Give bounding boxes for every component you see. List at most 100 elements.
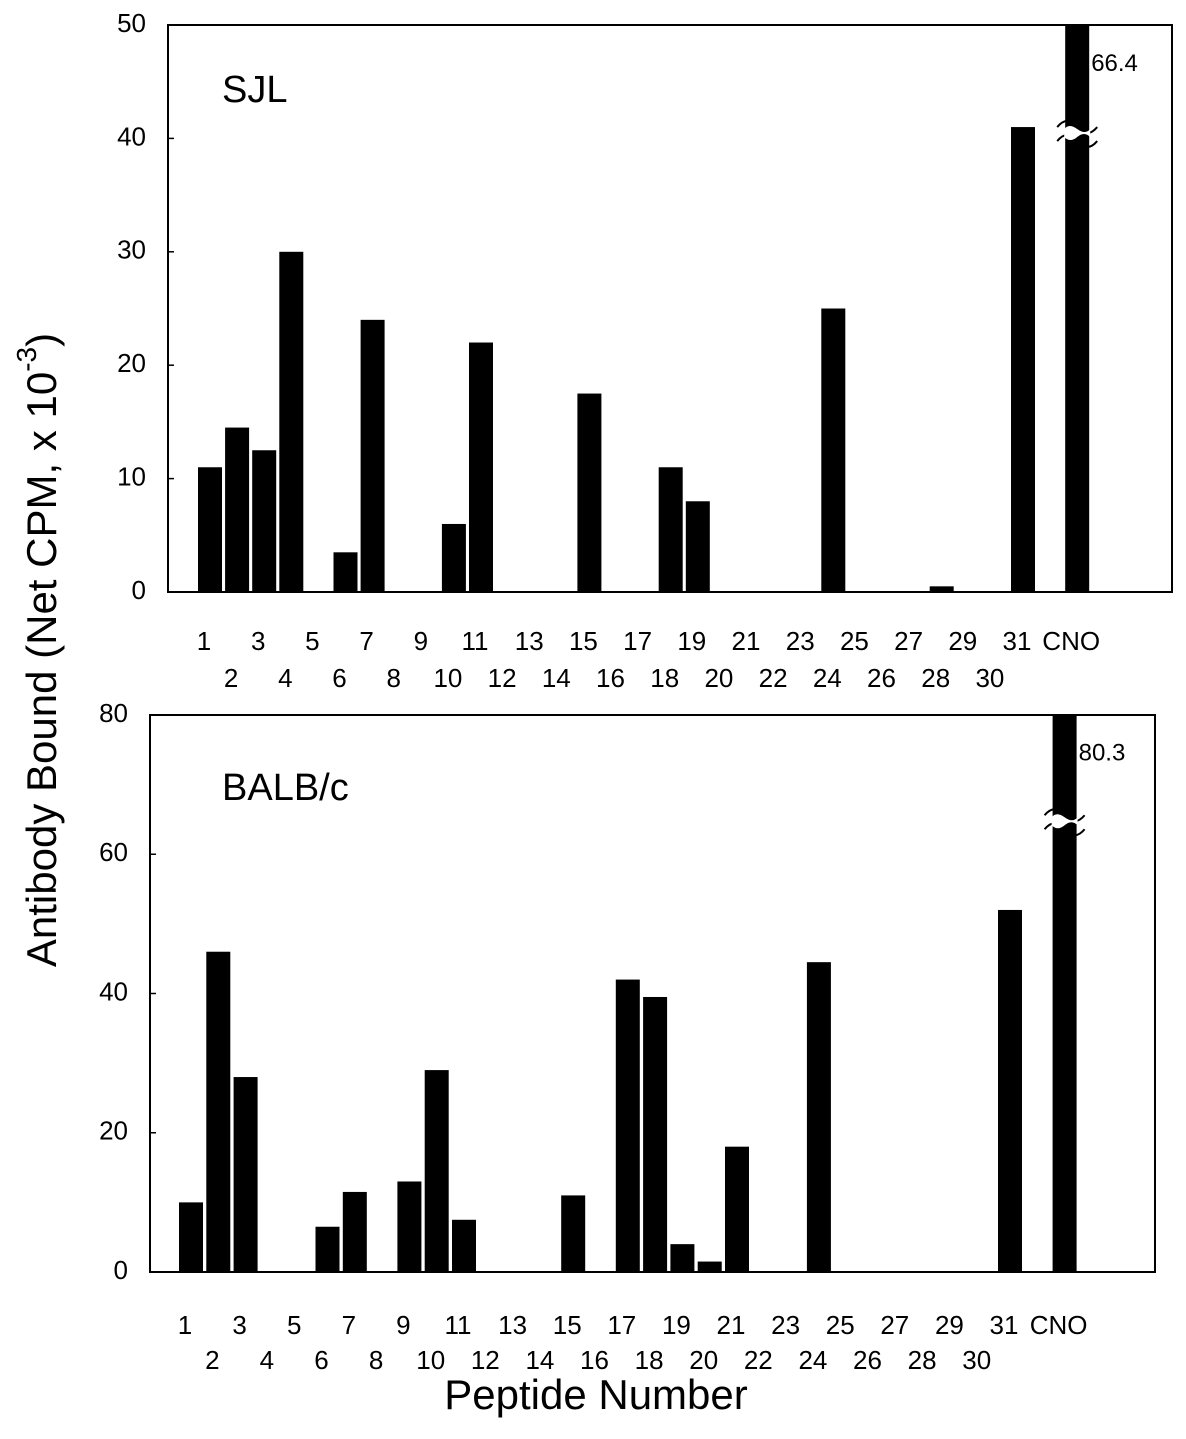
bar [342,1191,367,1272]
x-tick-label: 9 [414,626,428,656]
bars [198,25,1090,592]
x-tick-label: 21 [717,1310,746,1340]
x-tick-label: 4 [278,663,292,693]
x-tick-label: 1 [178,1310,192,1340]
y-tick-label: 30 [117,235,146,265]
y-tick-label: 10 [117,461,146,491]
x-tick-label: 11 [462,626,489,656]
x-tick-label: 19 [662,1310,691,1340]
x-tick-label: 11 [445,1310,472,1340]
x-tick-label: 5 [305,626,319,656]
y-tick-label: 40 [99,976,128,1006]
axis-break [1056,120,1098,149]
axis-break-gap [1064,126,1091,141]
bar [333,552,358,592]
x-tick-label: 29 [935,1310,964,1340]
x-tick-label: 22 [744,1345,773,1375]
x-tick-label: 5 [287,1310,301,1340]
x-tick-label: 3 [251,626,265,656]
bar [670,1244,695,1272]
y-tick-label: 50 [117,8,146,38]
x-tick-label: 30 [962,1345,991,1375]
x-tick-label: 8 [369,1345,383,1375]
x-tick-label: 10 [433,663,462,693]
bar [179,1202,203,1272]
y-axis-label: Antibody Bound (Net CPM, x 10-3) [11,333,65,967]
x-tick-label: 2 [205,1345,219,1375]
x-tick-label: 18 [635,1345,664,1375]
x-tick-label: 31 [990,1310,1019,1340]
x-tick-label: 1 [197,626,211,656]
bar [441,523,466,592]
panel-title: BALB/c [222,767,349,809]
bar [806,962,831,1272]
x-tick-label: 2 [224,663,238,693]
x-tick-label: 4 [260,1345,274,1375]
x-tick-label: 6 [314,1345,328,1375]
x-tick-label: 25 [826,1310,855,1340]
x-tick-label: 12 [471,1345,500,1375]
bar [225,427,250,592]
value-label: 66.4 [1091,50,1138,77]
bar [577,393,602,592]
bar [998,909,1022,1272]
y-tick-label: 0 [132,575,146,605]
x-tick-label: 6 [332,663,346,693]
x-tick-label: 28 [921,663,950,693]
x-tick-label: 7 [359,626,373,656]
bar [658,467,683,592]
y-tick-label: 40 [117,121,146,151]
bar [206,951,231,1272]
value-label: 80.3 [1079,739,1126,766]
y-tick-label: 20 [117,348,146,378]
y-tick-label: 20 [99,1116,128,1146]
x-tick-label: 18 [650,663,679,693]
x-tick-label: 27 [880,1310,909,1340]
x-axis-label: Peptide Number [444,1371,748,1418]
x-tick-label: 15 [569,626,598,656]
x-tick-label: 24 [798,1345,827,1375]
x-tick-label: 16 [580,1345,609,1375]
x-tick-label: 27 [894,626,923,656]
x-tick-label: CNO [1030,1310,1088,1340]
bar [1065,25,1090,592]
bar [198,467,222,592]
bar [615,979,640,1272]
x-tick-label: 19 [677,626,706,656]
x-tick-label: 14 [542,663,571,693]
bar [424,1070,449,1272]
x-tick-label: 3 [232,1310,246,1340]
x-tick-label: 22 [759,663,788,693]
x-tick-label: 24 [813,663,842,693]
bar [1011,127,1035,592]
bar [279,251,304,592]
x-tick-label: 16 [596,663,625,693]
x-tick-label: 21 [732,626,761,656]
x-tick-label: 13 [498,1310,527,1340]
x-tick-label: 20 [689,1345,718,1375]
bar [1052,715,1077,1272]
bar [397,1181,422,1272]
x-tick-label: 26 [867,663,896,693]
bar [233,1077,258,1272]
panel-title: SJL [222,69,287,111]
x-tick-label: 17 [607,1310,636,1340]
bar [643,996,668,1272]
x-tick-label: 15 [553,1310,582,1340]
bar [697,1261,722,1272]
bar [821,308,846,592]
x-tick-label: 9 [396,1310,410,1340]
bar [360,319,385,592]
bar [561,1195,586,1272]
x-tick-label: 10 [416,1345,445,1375]
x-tick-label: 12 [488,663,517,693]
x-tick-label: 7 [342,1310,356,1340]
axis-break [1043,808,1086,837]
axis-break-gap [1051,814,1078,829]
bar [315,1226,340,1272]
x-tick-label: 20 [704,663,733,693]
x-tick-label: 26 [853,1345,882,1375]
bar [929,586,954,592]
bar [725,1146,749,1272]
